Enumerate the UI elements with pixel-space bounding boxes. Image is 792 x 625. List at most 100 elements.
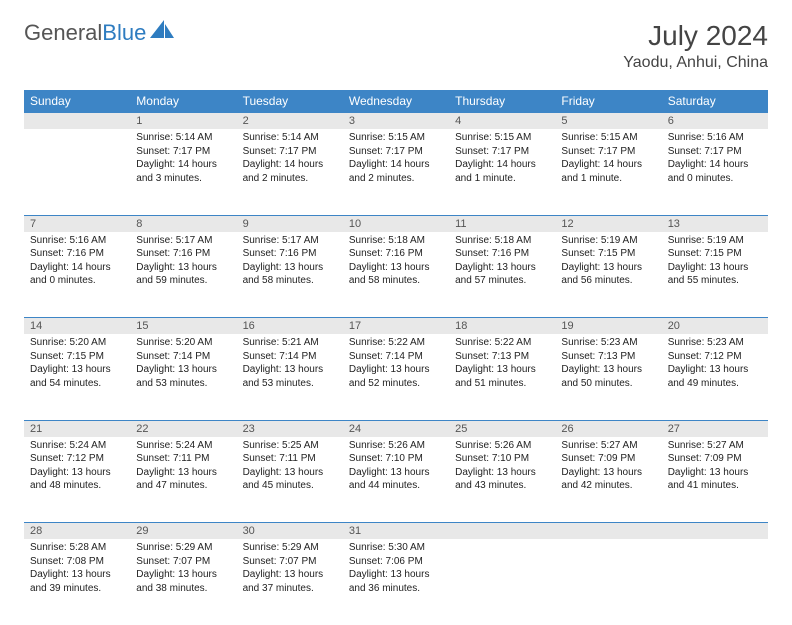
- day-cell-content: Sunrise: 5:26 AMSunset: 7:10 PMDaylight:…: [449, 437, 555, 497]
- daylight-text: Daylight: 13 hours and 41 minutes.: [668, 466, 762, 493]
- day-cell: [24, 129, 130, 215]
- daylight-text: Daylight: 13 hours and 44 minutes.: [349, 466, 443, 493]
- sunrise-text: Sunrise: 5:22 AM: [455, 336, 549, 350]
- day-number-cell: 3: [343, 113, 449, 130]
- day-cell: [449, 539, 555, 625]
- day-cell-content: Sunrise: 5:22 AMSunset: 7:13 PMDaylight:…: [449, 334, 555, 394]
- sunrise-text: Sunrise: 5:16 AM: [30, 234, 124, 248]
- daylight-text: Daylight: 14 hours and 1 minute.: [561, 158, 655, 185]
- day-cell-content: Sunrise: 5:16 AMSunset: 7:16 PMDaylight:…: [24, 232, 130, 292]
- sunset-text: Sunset: 7:16 PM: [455, 247, 549, 261]
- daylight-text: Daylight: 13 hours and 57 minutes.: [455, 261, 549, 288]
- day-cell: Sunrise: 5:27 AMSunset: 7:09 PMDaylight:…: [662, 437, 768, 523]
- day-cell-content: Sunrise: 5:18 AMSunset: 7:16 PMDaylight:…: [343, 232, 449, 292]
- day-cell: Sunrise: 5:19 AMSunset: 7:15 PMDaylight:…: [662, 232, 768, 318]
- weekday-header: Monday: [130, 90, 236, 113]
- sunrise-text: Sunrise: 5:26 AM: [455, 439, 549, 453]
- sunset-text: Sunset: 7:16 PM: [349, 247, 443, 261]
- day-number-cell: 12: [555, 215, 661, 232]
- day-cell: Sunrise: 5:23 AMSunset: 7:12 PMDaylight:…: [662, 334, 768, 420]
- sunset-text: Sunset: 7:08 PM: [30, 555, 124, 569]
- day-cell-content: Sunrise: 5:25 AMSunset: 7:11 PMDaylight:…: [237, 437, 343, 497]
- day-cell: Sunrise: 5:26 AMSunset: 7:10 PMDaylight:…: [449, 437, 555, 523]
- day-number-cell: 15: [130, 318, 236, 335]
- day-content-row: Sunrise: 5:14 AMSunset: 7:17 PMDaylight:…: [24, 129, 768, 215]
- day-cell-content: Sunrise: 5:29 AMSunset: 7:07 PMDaylight:…: [130, 539, 236, 599]
- day-number-cell: 23: [237, 420, 343, 437]
- day-cell: Sunrise: 5:24 AMSunset: 7:12 PMDaylight:…: [24, 437, 130, 523]
- daylight-text: Daylight: 13 hours and 53 minutes.: [243, 363, 337, 390]
- day-cell: Sunrise: 5:17 AMSunset: 7:16 PMDaylight:…: [237, 232, 343, 318]
- day-cell: Sunrise: 5:20 AMSunset: 7:15 PMDaylight:…: [24, 334, 130, 420]
- day-number-cell: 29: [130, 523, 236, 540]
- day-cell: Sunrise: 5:19 AMSunset: 7:15 PMDaylight:…: [555, 232, 661, 318]
- weekday-header: Sunday: [24, 90, 130, 113]
- day-cell: Sunrise: 5:15 AMSunset: 7:17 PMDaylight:…: [343, 129, 449, 215]
- day-cell: Sunrise: 5:22 AMSunset: 7:14 PMDaylight:…: [343, 334, 449, 420]
- day-number-cell: 7: [24, 215, 130, 232]
- day-cell-content: Sunrise: 5:23 AMSunset: 7:12 PMDaylight:…: [662, 334, 768, 394]
- sunset-text: Sunset: 7:16 PM: [30, 247, 124, 261]
- day-cell-content: Sunrise: 5:15 AMSunset: 7:17 PMDaylight:…: [449, 129, 555, 189]
- sunset-text: Sunset: 7:17 PM: [561, 145, 655, 159]
- day-cell-content: Sunrise: 5:29 AMSunset: 7:07 PMDaylight:…: [237, 539, 343, 599]
- daylight-text: Daylight: 13 hours and 53 minutes.: [136, 363, 230, 390]
- sunrise-text: Sunrise: 5:15 AM: [455, 131, 549, 145]
- day-number-cell: 19: [555, 318, 661, 335]
- day-number-cell: 20: [662, 318, 768, 335]
- day-cell-content: Sunrise: 5:30 AMSunset: 7:06 PMDaylight:…: [343, 539, 449, 599]
- day-cell-content: Sunrise: 5:27 AMSunset: 7:09 PMDaylight:…: [662, 437, 768, 497]
- daylight-text: Daylight: 13 hours and 50 minutes.: [561, 363, 655, 390]
- day-cell-content: Sunrise: 5:19 AMSunset: 7:15 PMDaylight:…: [662, 232, 768, 292]
- day-number-row: 21222324252627: [24, 420, 768, 437]
- day-cell-content: Sunrise: 5:22 AMSunset: 7:14 PMDaylight:…: [343, 334, 449, 394]
- day-number-cell: 26: [555, 420, 661, 437]
- day-cell-content: Sunrise: 5:16 AMSunset: 7:17 PMDaylight:…: [662, 129, 768, 189]
- sunrise-text: Sunrise: 5:15 AM: [349, 131, 443, 145]
- day-number-cell: 17: [343, 318, 449, 335]
- sunrise-text: Sunrise: 5:23 AM: [668, 336, 762, 350]
- day-number-cell: 4: [449, 113, 555, 130]
- daylight-text: Daylight: 13 hours and 37 minutes.: [243, 568, 337, 595]
- day-cell: Sunrise: 5:16 AMSunset: 7:16 PMDaylight:…: [24, 232, 130, 318]
- daylight-text: Daylight: 13 hours and 55 minutes.: [668, 261, 762, 288]
- day-number-cell: 10: [343, 215, 449, 232]
- sunrise-text: Sunrise: 5:27 AM: [561, 439, 655, 453]
- sunset-text: Sunset: 7:12 PM: [668, 350, 762, 364]
- sunset-text: Sunset: 7:10 PM: [349, 452, 443, 466]
- sunrise-text: Sunrise: 5:17 AM: [243, 234, 337, 248]
- day-cell: Sunrise: 5:14 AMSunset: 7:17 PMDaylight:…: [130, 129, 236, 215]
- day-cell: Sunrise: 5:20 AMSunset: 7:14 PMDaylight:…: [130, 334, 236, 420]
- day-number-cell: 8: [130, 215, 236, 232]
- day-cell-content: Sunrise: 5:21 AMSunset: 7:14 PMDaylight:…: [237, 334, 343, 394]
- day-cell: Sunrise: 5:15 AMSunset: 7:17 PMDaylight:…: [449, 129, 555, 215]
- day-cell-content: Sunrise: 5:26 AMSunset: 7:10 PMDaylight:…: [343, 437, 449, 497]
- sunset-text: Sunset: 7:15 PM: [561, 247, 655, 261]
- sunrise-text: Sunrise: 5:23 AM: [561, 336, 655, 350]
- sunrise-text: Sunrise: 5:29 AM: [243, 541, 337, 555]
- weekday-header: Friday: [555, 90, 661, 113]
- day-number-cell: 16: [237, 318, 343, 335]
- day-number-cell: 25: [449, 420, 555, 437]
- sunset-text: Sunset: 7:17 PM: [455, 145, 549, 159]
- day-content-row: Sunrise: 5:28 AMSunset: 7:08 PMDaylight:…: [24, 539, 768, 625]
- day-number-cell: 22: [130, 420, 236, 437]
- daylight-text: Daylight: 13 hours and 52 minutes.: [349, 363, 443, 390]
- day-cell: Sunrise: 5:15 AMSunset: 7:17 PMDaylight:…: [555, 129, 661, 215]
- day-cell-content: Sunrise: 5:27 AMSunset: 7:09 PMDaylight:…: [555, 437, 661, 497]
- daylight-text: Daylight: 13 hours and 54 minutes.: [30, 363, 124, 390]
- day-number-cell: [24, 113, 130, 130]
- daylight-text: Daylight: 13 hours and 36 minutes.: [349, 568, 443, 595]
- sunrise-text: Sunrise: 5:14 AM: [243, 131, 337, 145]
- day-cell: Sunrise: 5:21 AMSunset: 7:14 PMDaylight:…: [237, 334, 343, 420]
- day-cell: Sunrise: 5:27 AMSunset: 7:09 PMDaylight:…: [555, 437, 661, 523]
- sunrise-text: Sunrise: 5:30 AM: [349, 541, 443, 555]
- sunrise-text: Sunrise: 5:24 AM: [30, 439, 124, 453]
- sunset-text: Sunset: 7:17 PM: [349, 145, 443, 159]
- sunrise-text: Sunrise: 5:16 AM: [668, 131, 762, 145]
- sunrise-text: Sunrise: 5:29 AM: [136, 541, 230, 555]
- day-number-cell: 24: [343, 420, 449, 437]
- day-number-cell: 1: [130, 113, 236, 130]
- day-number-cell: 28: [24, 523, 130, 540]
- day-cell: Sunrise: 5:30 AMSunset: 7:06 PMDaylight:…: [343, 539, 449, 625]
